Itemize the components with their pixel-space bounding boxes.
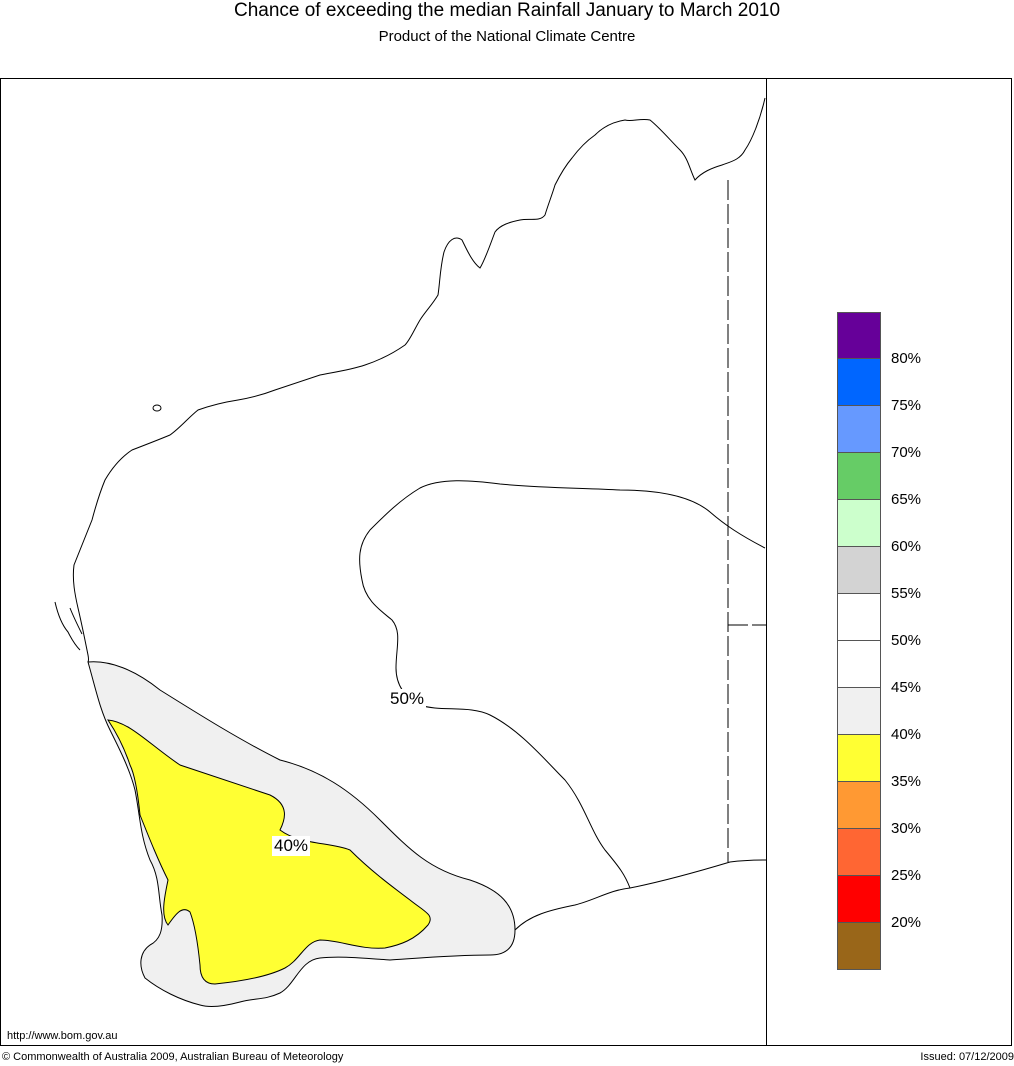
bom-url: http://www.bom.gov.au [7, 1030, 118, 1042]
legend-tick-label: 45% [891, 679, 922, 696]
legend-tick-label: 50% [891, 632, 922, 649]
legend-tick-label: 30% [891, 820, 922, 837]
legend-swatch [837, 876, 881, 923]
map-title: Chance of exceeding the median Rainfall … [233, 0, 781, 21]
legend-swatch [837, 359, 881, 406]
legend-swatch [837, 594, 881, 641]
legend-tick-label: 40% [891, 726, 922, 743]
contour-label-40: 40% [272, 836, 311, 856]
legend-tick-label: 20% [891, 914, 922, 931]
legend-tick-label: 60% [891, 538, 922, 555]
map-frame [0, 78, 1012, 1046]
coastline [72, 97, 766, 663]
coastline-south [514, 859, 766, 931]
rainfall-map [54, 97, 766, 1007]
legend-swatch [837, 641, 881, 688]
legend-tick-label: 75% [891, 397, 922, 414]
legend-swatch [837, 735, 881, 782]
map-subtitle: Product of the National Climate Centre [378, 28, 636, 45]
copyright: © Commonwealth of Australia 2009, Austra… [2, 1051, 344, 1063]
legend-tick-label: 70% [891, 444, 922, 461]
legend-swatch [837, 547, 881, 594]
region-35-40 [107, 719, 431, 985]
legend-swatch [837, 406, 881, 453]
legend-swatch [837, 312, 881, 359]
issued-date: Issued: 07/12/2009 [920, 1051, 1014, 1063]
contour-label-50: 50% [388, 689, 427, 709]
contour-50 [359, 480, 766, 889]
island [152, 404, 162, 412]
legend-swatch [837, 453, 881, 500]
legend-swatch [837, 500, 881, 547]
legend-swatch [837, 688, 881, 735]
state-border [727, 180, 766, 862]
legend-tick-label: 55% [891, 585, 922, 602]
legend-swatch [837, 782, 881, 829]
legend-tick-label: 80% [891, 350, 922, 367]
legend-divider [766, 78, 767, 1046]
legend-colorbar [837, 312, 881, 970]
legend-tick-label: 65% [891, 491, 922, 508]
legend-swatch [837, 923, 881, 970]
legend-tick-label: 25% [891, 867, 922, 884]
coastline-peninsula [54, 601, 83, 651]
legend-swatch [837, 829, 881, 876]
legend-tick-label: 35% [891, 773, 922, 790]
